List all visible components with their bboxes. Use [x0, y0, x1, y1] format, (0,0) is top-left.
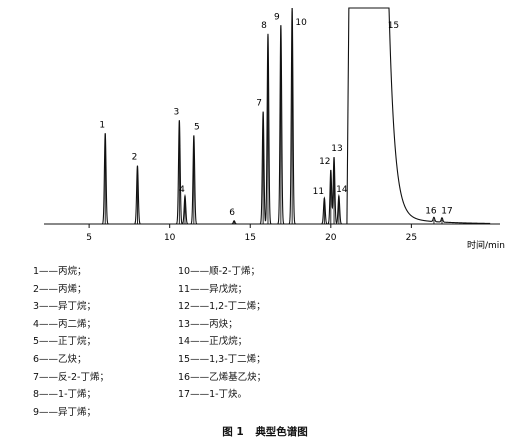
figure-title: 典型色谱图: [255, 426, 308, 438]
peak-label-14: 14: [336, 185, 348, 195]
peak-label-17: 17: [441, 207, 452, 217]
peak-label-3: 3: [173, 107, 179, 117]
peak-label-1: 1: [99, 120, 105, 130]
peak-label-9: 9: [274, 12, 280, 22]
peak-label-5: 5: [194, 122, 200, 132]
legend-item: 2——丙烯；: [33, 283, 87, 295]
x-tick-label: 20: [325, 233, 337, 243]
x-axis: 5 10 15 20 25: [44, 223, 500, 243]
legend-item: 4——丙二烯；: [33, 318, 97, 330]
peaks: [50, 7, 491, 225]
peak-legend: 1——丙烷； 2——丙烯； 3——异丁烷； 4——丙二烯； 5——正丁烷； 6——乙炔； 7…: [0, 255, 530, 418]
legend-item: 11——异戊烷；: [178, 283, 248, 295]
legend-item: 15——1,3-丁二烯；: [178, 354, 266, 365]
peak-label-10: 10: [295, 18, 307, 28]
legend-item: 16——乙烯基乙炔；: [178, 371, 267, 383]
legend-item: 3——异丁烷；: [33, 301, 97, 313]
legend-item: 5——正丁烷；: [33, 336, 97, 348]
legend-item: 14——正戊烷；: [178, 336, 248, 348]
legend-item: 7——反-2-丁烯；: [33, 371, 109, 383]
peak-label-12: 12: [319, 157, 330, 167]
legend-item: 8——1-丁烯；: [33, 389, 97, 401]
x-tick-label: 25: [406, 233, 417, 243]
legend-item: 10——顺-2-丁烯；: [178, 266, 260, 277]
legend-item: 9——异丁烯；: [33, 406, 97, 418]
legend-item: 17——1-丁炔。: [178, 389, 248, 401]
x-axis-label: 时间/min: [467, 239, 505, 251]
legend-item: 6——乙炔；: [33, 354, 87, 365]
figure-label: 图 1: [222, 426, 244, 438]
peak-label-15: 15: [388, 21, 399, 31]
x-tick-label: 5: [86, 233, 92, 243]
legend-item: 12——1,2-丁二烯；: [178, 301, 266, 313]
x-tick-label: 15: [245, 233, 256, 243]
peak-label-16: 16: [425, 207, 437, 217]
figure-caption: 图 1 典型色谱图: [0, 424, 530, 439]
x-tick-label: 10: [164, 233, 176, 243]
peak-label-2: 2: [132, 153, 138, 163]
peak-label-6: 6: [229, 208, 235, 218]
legend-item: 1——丙烷；: [33, 266, 87, 277]
signal-trace: [50, 7, 491, 225]
legend-item: 13——丙炔；: [178, 318, 238, 330]
peak-label-4: 4: [179, 185, 185, 195]
peak-label-8: 8: [261, 21, 267, 31]
peak-label-13: 13: [331, 144, 342, 154]
peak-label-7: 7: [256, 99, 262, 109]
peak-label-11: 11: [313, 187, 324, 197]
